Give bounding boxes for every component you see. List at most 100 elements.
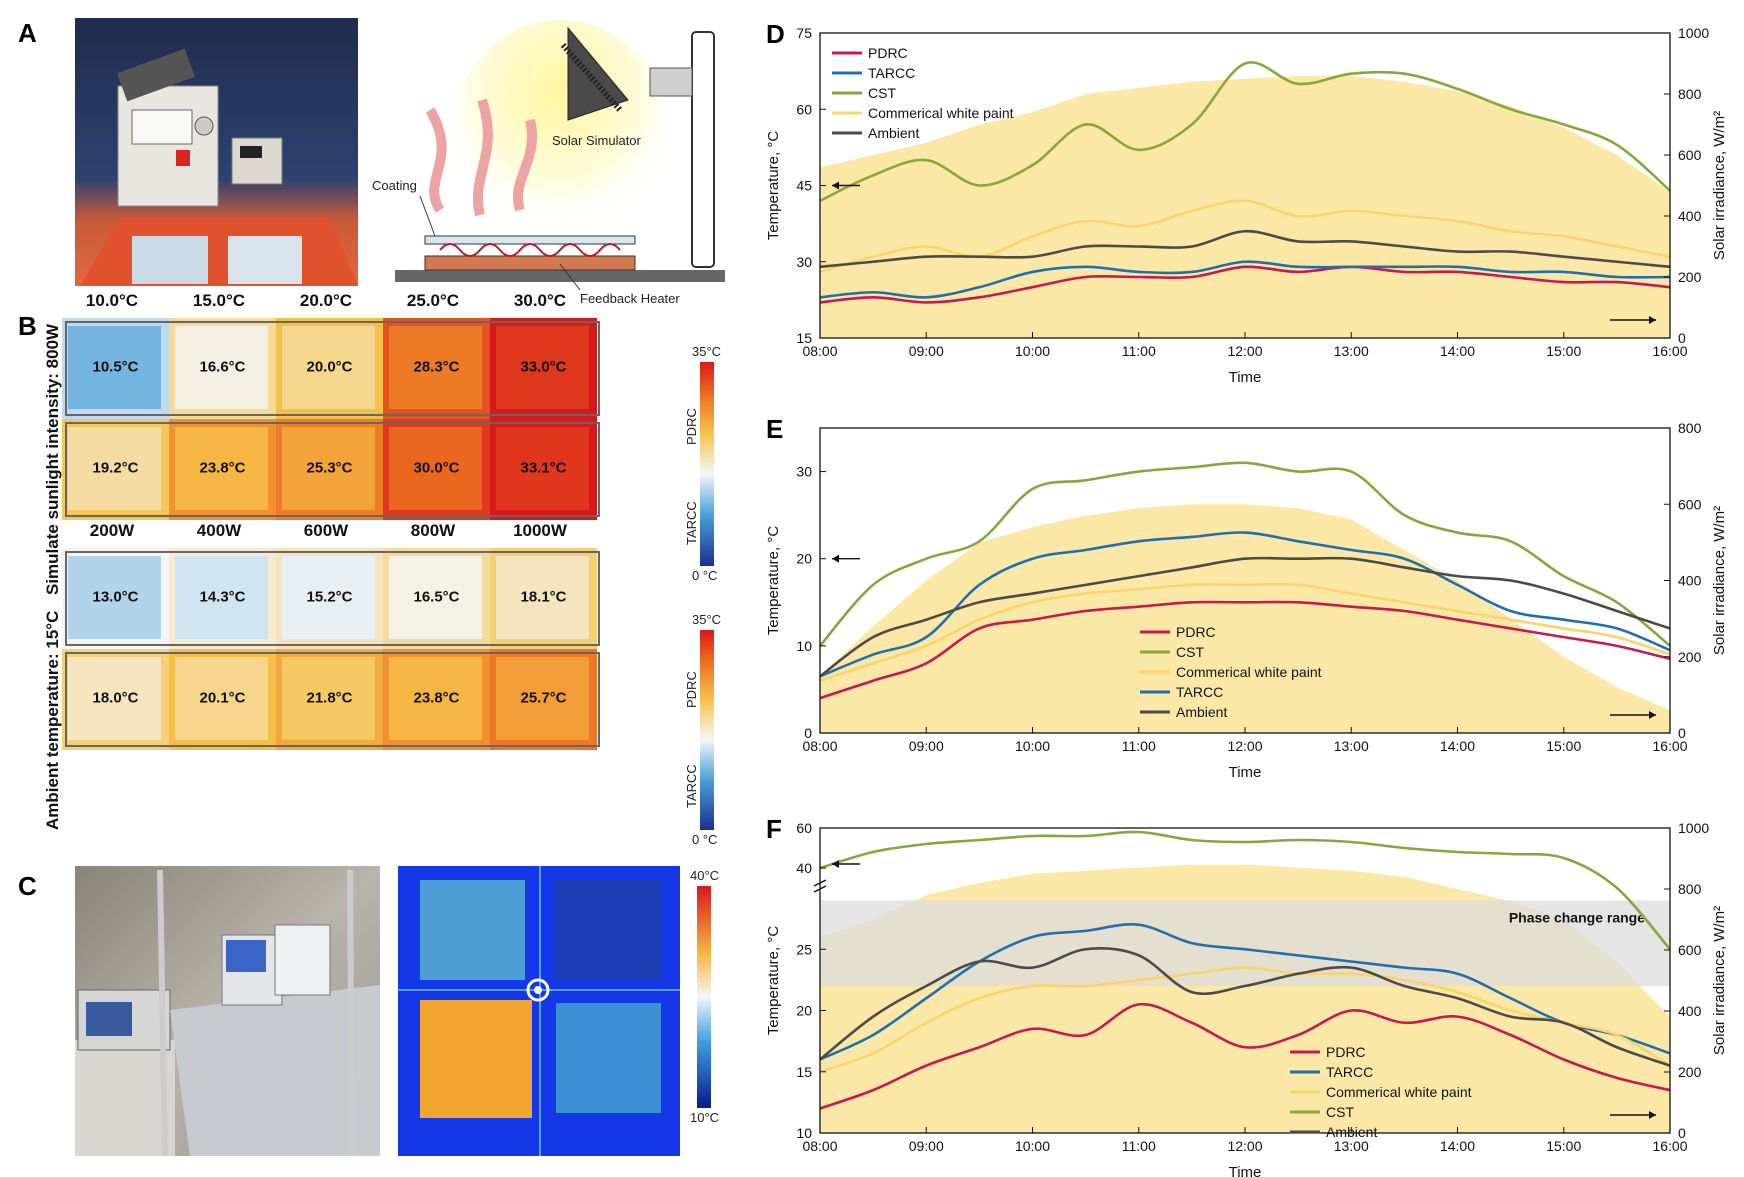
panel-a-photo (75, 18, 358, 286)
phase-change-annotation: Phase change range (1509, 909, 1645, 925)
panel-letter-f: F (766, 814, 782, 844)
series-line-cst (819, 461, 1671, 647)
x-tick-label: 11:00 (1122, 738, 1156, 754)
y2-axis-title: Solar irradiance, W/m² (1711, 506, 1728, 655)
x-tick-label: 13:00 (1334, 738, 1369, 754)
x-tick-label: 15:00 (1546, 343, 1581, 359)
panel-letter-e: E (766, 414, 783, 444)
y2-tick-label: 400 (1678, 1003, 1702, 1019)
b-bottom-pdrc-value: 14.3°C (199, 589, 245, 606)
x-tick-label: 09:00 (909, 738, 944, 754)
x-tick-label: 16:00 (1652, 1138, 1687, 1154)
y-axis-title: Temperature, °C (765, 526, 782, 636)
b-bottom-tile (389, 556, 482, 639)
panel-letter-a: A (18, 18, 37, 48)
y-tick-label: 15 (796, 1064, 812, 1080)
b-bottom-tile (389, 657, 482, 740)
right-axis-arrowhead (1649, 1111, 1656, 1119)
series-line-pdrc (819, 1002, 1671, 1110)
b-bottom-tarcc-value: 20.1°C (199, 690, 245, 707)
x-tick-label: 13:00 (1334, 1138, 1369, 1154)
b-bottom-row-pdrc: PDRC (684, 671, 699, 708)
c-scale-min: 10°C (690, 1110, 719, 1125)
x-tick-label: 14:00 (1440, 1138, 1475, 1154)
x-tick-label: 09:00 (909, 343, 944, 359)
b-bottom-tile (496, 556, 589, 639)
y-tick-label: 60 (796, 101, 812, 117)
x-axis-title: Time (1229, 764, 1262, 781)
y-tick-label: 60 (796, 820, 812, 836)
series-line-paint (819, 582, 1671, 682)
x-tick-label: 08:00 (802, 738, 837, 754)
series-line-tarcc (819, 923, 1671, 1061)
b-bottom-tarcc-value: 21.8°C (306, 690, 352, 707)
x-axis-title: Time (1229, 1164, 1262, 1177)
legend-label-tarcc: TARCC (868, 65, 915, 81)
b-top-tarcc-value: 33.1°C (520, 460, 566, 477)
legend-label-ambient: Ambient (868, 125, 919, 141)
y2-tick-label: 800 (1678, 881, 1702, 897)
x-tick-label: 16:00 (1652, 343, 1687, 359)
b-bottom-tile (496, 657, 589, 740)
x-tick-label: 15:00 (1546, 738, 1581, 754)
series-line-pdrc (819, 600, 1671, 700)
y-tick-label: 30 (796, 254, 812, 270)
b-top-tile (68, 326, 161, 409)
b-bottom-header: 400W (197, 521, 242, 540)
right-axis-arrowhead (1649, 711, 1656, 719)
x-tick-label: 12:00 (1227, 343, 1262, 359)
x-tick-label: 08:00 (802, 343, 837, 359)
legend-label-pdrc: PDRC (1326, 1044, 1366, 1060)
b-bottom-tarcc-value: 25.7°C (520, 690, 566, 707)
series-line-ambient (819, 229, 1671, 269)
thermal-grid-top: 10.0°C 15.0°C 20.0°C 25.0°C 30.0°C 10.5°C 16.6… (62, 291, 600, 520)
legend-label-ambient: Ambient (1326, 1124, 1377, 1140)
x-axis-title: Time (1229, 369, 1262, 386)
b-top-row-pdrc: PDRC (684, 408, 699, 445)
c-colorbar (697, 886, 711, 1108)
panel-c-thermal-image (398, 866, 680, 1156)
x-tick-label: 14:00 (1440, 343, 1475, 359)
legend-label-tarcc: TARCC (1176, 684, 1223, 700)
b-top-tile (282, 427, 375, 510)
legend-label-cst: CST (1176, 644, 1204, 660)
y2-tick-label: 200 (1678, 649, 1702, 665)
panel-letter-c: C (18, 871, 37, 901)
b-bottom-tarcc-value: 18.0°C (92, 690, 138, 707)
b-top-colorbar (700, 362, 714, 566)
x-tick-label: 11:00 (1122, 1138, 1156, 1154)
y-tick-label: 30 (796, 464, 812, 480)
panel-c-photo (75, 866, 380, 1157)
b-top-scale-min: 0 °C (692, 568, 717, 583)
y-tick-label: 15 (796, 330, 812, 346)
b-top-row-frame (65, 422, 600, 517)
chart-panel-f: F Phase change range 08:00 09:00 10:00 11:00 1… (765, 814, 1728, 1177)
y2-tick-label: 1000 (1678, 820, 1709, 836)
b-bottom-pdrc-value: 13.0°C (92, 589, 138, 606)
y-tick-label: 75 (796, 25, 812, 41)
y2-axis-title: Solar irradiance, W/m² (1711, 906, 1728, 1055)
legend-label-cst: CST (868, 85, 896, 101)
legend-label-cst: CST (1326, 1104, 1354, 1120)
thermal-grid-bottom: 200W 400W 600W 800W 1000W 13.0°C 14.3°C 15.2°C 1… (62, 521, 600, 750)
b-bottom-scale-min: 0 °C (692, 832, 717, 847)
x-tick-label: 12:00 (1227, 1138, 1262, 1154)
chart-panel-d: D 08:00 09:00 10:00 11:00 12:00 13:00 14:00 15:0… (765, 19, 1728, 386)
b-top-pdrc-value: 10.5°C (92, 359, 138, 376)
legend-label-ambient: Ambient (1176, 704, 1227, 720)
x-tick-label: 10:00 (1015, 738, 1050, 754)
y-tick-label: 0 (804, 725, 812, 741)
b-top-side-label: Simulate sunlight intensity: 800W (43, 323, 62, 595)
b-top-tile (496, 326, 589, 409)
panel-a-schematic (395, 20, 725, 291)
b-top-tarcc-value: 25.3°C (306, 460, 352, 477)
feedback-heater-label: Feedback Heater (580, 291, 680, 306)
series-line-ambient (819, 556, 1671, 678)
b-top-header: 15.0°C (193, 291, 245, 310)
y-tick-label: 40 (796, 860, 812, 876)
x-tick-label: 16:00 (1652, 738, 1687, 754)
c-scale-max: 40°C (690, 868, 719, 883)
series-line-pdrc (819, 265, 1671, 304)
left-axis-arrowhead (832, 181, 839, 190)
